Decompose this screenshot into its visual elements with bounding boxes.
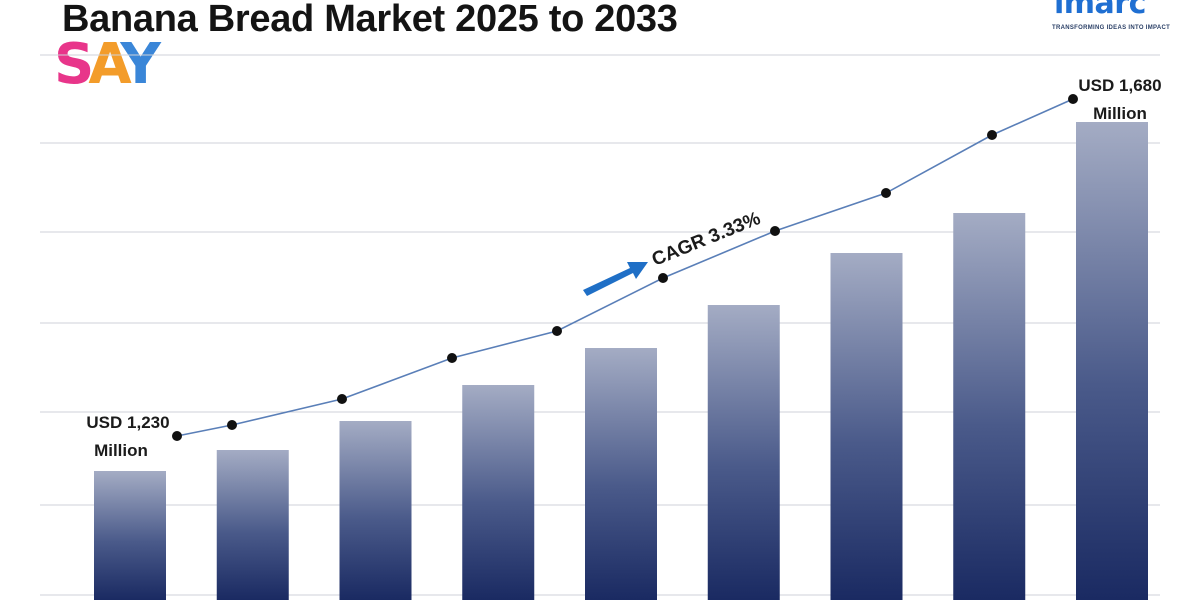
trend-point-9 bbox=[1068, 94, 1078, 104]
end-value-label-line-2: Million bbox=[1093, 104, 1147, 123]
bar-2032 bbox=[953, 213, 1026, 600]
bar-2033 bbox=[1076, 122, 1148, 600]
trend-point-4 bbox=[552, 326, 562, 336]
trend-point-5 bbox=[658, 273, 668, 283]
trend-point-6 bbox=[770, 226, 780, 236]
imarc-logo-word: imarc bbox=[1054, 0, 1146, 21]
say-logo-letter-y: Y bbox=[120, 32, 160, 97]
start-value-label-line-1: USD 1,230 bbox=[86, 413, 169, 432]
trend-point-2 bbox=[337, 394, 347, 404]
trend-line bbox=[172, 94, 1078, 441]
bar-2030 bbox=[707, 305, 780, 600]
end-value-label-line-1: USD 1,680 bbox=[1078, 76, 1161, 95]
cagr-label: CAGR 3.33% bbox=[649, 208, 764, 271]
say-logo-letter-a: A bbox=[88, 32, 126, 97]
imarc-logo-tagline: TRANSFORMING IDEAS INTO IMPACT bbox=[1052, 25, 1171, 31]
start-value-label-line-2: Million bbox=[94, 441, 148, 460]
bar-2029 bbox=[585, 348, 657, 600]
trend-point-0 bbox=[172, 431, 182, 441]
trend-line-path bbox=[176, 98, 1074, 437]
trend-point-3 bbox=[447, 353, 457, 363]
imarc-logo: imarc TRANSFORMING IDEAS INTO IMPACT bbox=[1040, 0, 1200, 36]
trend-point-1 bbox=[227, 420, 237, 430]
cagr-arrow bbox=[583, 262, 648, 296]
trend-point-7 bbox=[881, 188, 891, 198]
bar-2027 bbox=[339, 421, 412, 600]
bar-2031 bbox=[830, 253, 903, 600]
chart-title: Banana Bread Market 2025 to 2033 bbox=[62, 0, 678, 40]
bar-2025 bbox=[94, 471, 166, 600]
bars bbox=[94, 122, 1148, 600]
trend-point-8 bbox=[987, 130, 997, 140]
bar-2026 bbox=[216, 450, 289, 600]
bar-2028 bbox=[462, 385, 535, 600]
say-logo-letter-s: S bbox=[54, 32, 94, 97]
say-logo: SAY bbox=[54, 32, 161, 97]
